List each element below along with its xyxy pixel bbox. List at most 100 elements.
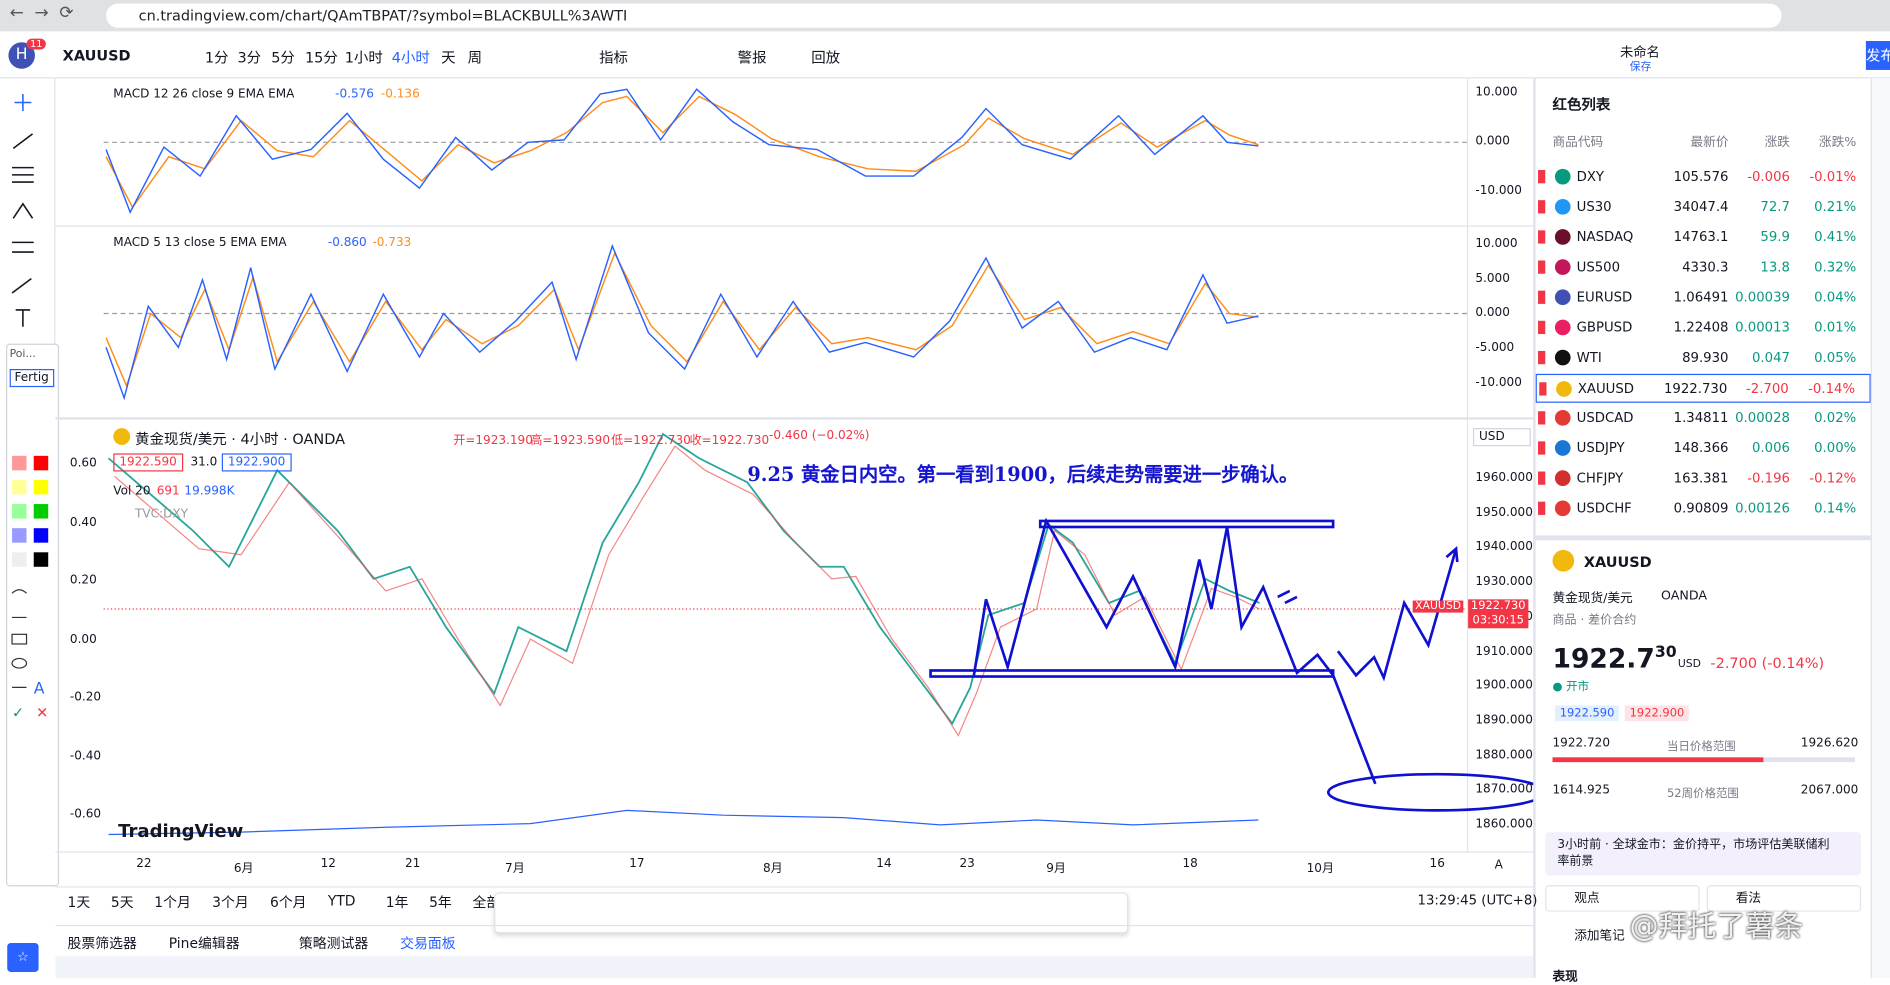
row-cell: 89.930 bbox=[1682, 349, 1729, 366]
row-cell: 34047.4 bbox=[1673, 198, 1729, 215]
price-tail: 30 bbox=[1654, 643, 1677, 663]
url: cn.tradingview.com/chart/QAmTBPAT/?symbo… bbox=[138, 7, 628, 25]
price-tag-price: 1922.730 bbox=[1470, 599, 1526, 613]
currency-select[interactable]: USD bbox=[1472, 428, 1531, 447]
publish-button[interactable]: 发布 bbox=[1865, 41, 1890, 70]
macd-legend: MACD 12 26 close 9 EMA EMA bbox=[113, 88, 295, 102]
row-symbol: EURUSD bbox=[1576, 289, 1633, 306]
range-button[interactable]: 全部 bbox=[472, 893, 501, 911]
range-button[interactable]: 5天 bbox=[110, 893, 134, 911]
watchlist-row[interactable]: XAUUSD 1922.730 -2.700 -0.14% bbox=[1535, 373, 1871, 403]
watchlist-row[interactable]: EURUSD 1.06491 0.00039 0.04% bbox=[1536, 283, 1871, 312]
symbol-search[interactable]: XAUUSD bbox=[62, 47, 131, 64]
bid-button[interactable]: 1922.590 bbox=[113, 453, 183, 472]
price-axis-label: -10.000 bbox=[1475, 184, 1522, 198]
price-main: 1922.7 bbox=[1552, 644, 1655, 675]
done-button[interactable]: Fertig bbox=[9, 369, 54, 388]
replay-button[interactable]: 回放 bbox=[811, 49, 841, 67]
interval-button[interactable]: 15分 bbox=[304, 49, 338, 67]
watchlist-row[interactable]: USDCHF 0.90809 0.00126 0.14% bbox=[1536, 494, 1871, 523]
ideas-button[interactable] bbox=[1545, 885, 1700, 912]
year-low: 1614.925 bbox=[1552, 783, 1611, 798]
ask-button[interactable]: 1922.900 bbox=[221, 453, 292, 472]
watchlist-row[interactable]: DXY 105.576 -0.006 -0.01% bbox=[1536, 163, 1871, 192]
interval-button[interactable]: 1小时 bbox=[344, 49, 383, 67]
detail-change: -2.700 (-0.14%) bbox=[1710, 654, 1825, 672]
watchlist-row[interactable]: US500 4330.3 13.8 0.32% bbox=[1536, 253, 1871, 282]
row-icon bbox=[1554, 168, 1571, 185]
interval-button[interactable]: 周 bbox=[467, 49, 483, 67]
range-button[interactable]: YTD bbox=[327, 892, 356, 910]
watchlist-row[interactable]: USDCAD 1.34811 0.00028 0.02% bbox=[1536, 404, 1871, 433]
detail-price: 1922.730 bbox=[1553, 644, 1677, 675]
watchlist-row[interactable]: US30 34047.4 72.7 0.21% bbox=[1536, 193, 1871, 222]
time-axis-label: 7月 bbox=[505, 862, 525, 876]
range-button[interactable]: 3个月 bbox=[212, 893, 249, 911]
ohlc-high: 高=1923.590 bbox=[530, 434, 611, 448]
svg-text:A: A bbox=[34, 678, 45, 697]
nav-buttons[interactable]: ← → ⟳ bbox=[9, 3, 74, 23]
row-icon bbox=[1554, 229, 1571, 245]
tool-panel bbox=[6, 343, 60, 887]
range-button[interactable]: 1年 bbox=[385, 893, 409, 911]
price-axis-label: 5.000 bbox=[1475, 272, 1510, 286]
row-flag bbox=[1538, 320, 1546, 335]
price-axis-label: 10.000 bbox=[1475, 237, 1518, 251]
macd-value: -0.136 bbox=[380, 88, 420, 102]
range-button[interactable]: 1天 bbox=[67, 893, 91, 911]
watchlist-row[interactable]: NASDAQ 14763.1 59.9 0.41% bbox=[1536, 223, 1871, 252]
row-flag bbox=[1538, 441, 1546, 455]
detail-ask[interactable]: 1922.900 bbox=[1624, 705, 1690, 722]
row-icon bbox=[1554, 410, 1571, 426]
volume-value: 19.998K bbox=[184, 484, 235, 499]
year-high: 2067.000 bbox=[1800, 783, 1859, 798]
range-button[interactable]: 6个月 bbox=[270, 893, 307, 911]
watchlist-title[interactable]: 红色列表 bbox=[1552, 96, 1611, 114]
news-card[interactable] bbox=[1545, 832, 1862, 876]
watchlist-row[interactable]: CHFJPY 163.381 -0.196 -0.12% bbox=[1536, 464, 1871, 493]
main-title: 黄金现货/美元 · 4小时 · OANDA bbox=[135, 430, 346, 448]
row-cell: 0.00126 bbox=[1735, 500, 1790, 517]
price-axis-label: 0.000 bbox=[1475, 306, 1510, 320]
interval-button[interactable]: 4小时 bbox=[391, 49, 430, 67]
row-cell: 0.01% bbox=[1814, 319, 1857, 336]
bottom-panel bbox=[55, 956, 1534, 979]
row-icon bbox=[1554, 500, 1571, 517]
range-button[interactable]: 1个月 bbox=[154, 893, 191, 911]
interval-button[interactable]: 5分 bbox=[271, 49, 295, 67]
watchlist-row[interactable]: GBPUSD 1.22408 0.00013 0.01% bbox=[1536, 314, 1871, 343]
panel-tab[interactable]: 交易面板 bbox=[400, 934, 456, 952]
symbol-icon bbox=[113, 428, 131, 445]
indicators-button[interactable]: 指标 bbox=[599, 49, 629, 67]
alerts-button[interactable]: 警报 bbox=[737, 49, 767, 67]
price-axis-label: 1860.000 bbox=[1475, 817, 1533, 831]
time-axis-label: 9月 bbox=[1046, 862, 1066, 876]
day-range-track bbox=[1763, 757, 1856, 763]
panel-tab[interactable]: Pine编辑器 bbox=[168, 934, 240, 952]
news-text[interactable]: 3小时前 · 全球金市：金价持平，市场评估美联储利率前景 bbox=[1557, 838, 1830, 869]
price-axis-label: 1960.000 bbox=[1475, 471, 1533, 485]
watchlist-row[interactable]: USDJPY 148.366 0.006 0.00% bbox=[1536, 434, 1871, 463]
row-icon bbox=[1554, 440, 1571, 456]
panel-tab[interactable]: 策略测试器 bbox=[298, 934, 369, 952]
macd-value: -0.860 bbox=[327, 236, 367, 250]
star-button[interactable]: ☆ bbox=[7, 943, 39, 972]
range-button[interactable]: 5年 bbox=[429, 893, 452, 911]
tool-panel-title: Poi... bbox=[9, 348, 36, 361]
row-symbol: GBPUSD bbox=[1576, 319, 1633, 336]
note-button[interactable]: 添加笔记 bbox=[1574, 928, 1625, 944]
save-status[interactable]: 保存 bbox=[1629, 61, 1652, 74]
opinions-button[interactable] bbox=[1706, 885, 1862, 912]
row-cell: -0.01% bbox=[1809, 168, 1857, 185]
interval-button[interactable]: 天 bbox=[441, 49, 456, 67]
detail-bid[interactable]: 1922.590 bbox=[1554, 705, 1620, 722]
row-cell: 1.22408 bbox=[1673, 319, 1729, 336]
interval-button[interactable]: 1分 bbox=[204, 49, 229, 67]
panel-tab[interactable]: 股票筛选器 bbox=[67, 934, 137, 952]
auto-scale[interactable]: A bbox=[1494, 858, 1503, 872]
watchlist-row[interactable]: WTI 89.930 0.047 0.05% bbox=[1536, 344, 1871, 373]
interval-button[interactable]: 3分 bbox=[237, 49, 262, 67]
address-bar[interactable] bbox=[106, 3, 1782, 28]
row-cell: 1922.730 bbox=[1663, 381, 1728, 397]
layout-name[interactable]: 未命名 bbox=[1620, 44, 1660, 61]
